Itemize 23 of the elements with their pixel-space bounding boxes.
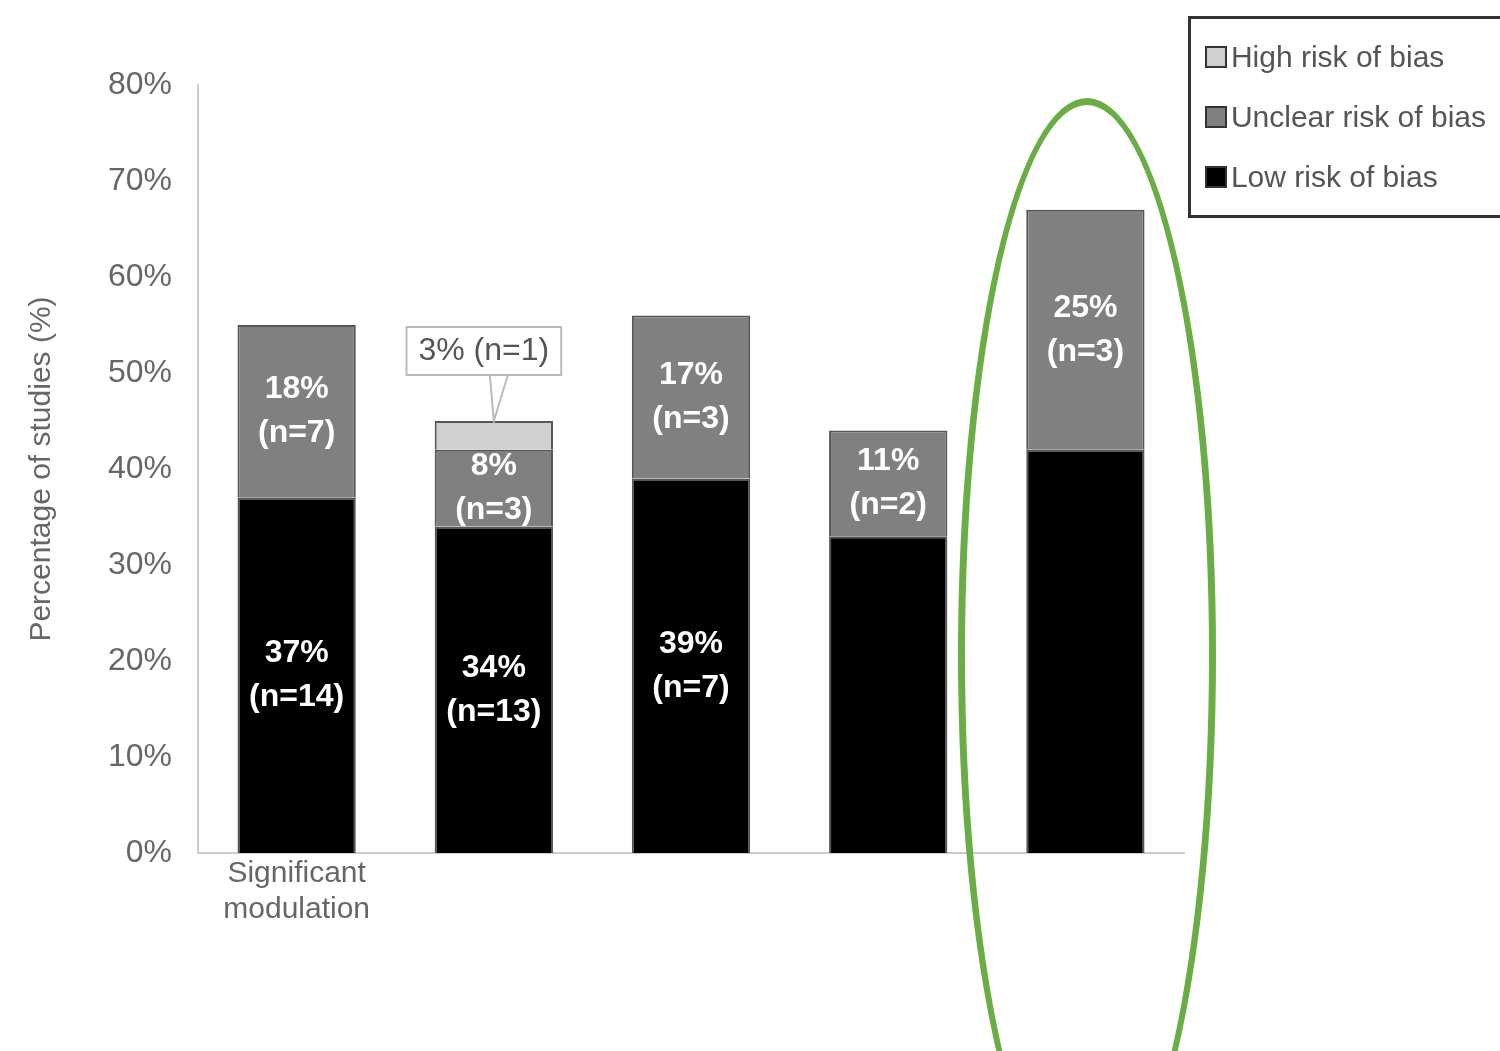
- data-label: 25% (n=3): [1046, 287, 1125, 368]
- y-tick-label: 30%: [108, 544, 173, 581]
- y-tick-label: 60%: [108, 256, 173, 293]
- y-tick-label: 70%: [108, 160, 173, 197]
- y-axis-title: Percentage of studies (%): [23, 296, 57, 642]
- data-label: 3% (n=1): [418, 330, 550, 367]
- data-label: 8% (n=3): [455, 446, 533, 527]
- legend-label: Low risk of bias: [1230, 160, 1438, 194]
- data-label: 11% (n=2): [849, 441, 927, 522]
- y-tick-label: 0%: [125, 832, 173, 869]
- y-tick-label: 10%: [108, 736, 173, 773]
- x-tick-label: Significant modulation: [223, 855, 371, 925]
- data-label: 39% (n=7): [652, 623, 730, 704]
- legend-label: Unclear risk of bias: [1230, 100, 1486, 134]
- y-tick-label: 80%: [108, 64, 173, 101]
- y-tick-label: 50%: [108, 352, 173, 389]
- data-label: 34% (n=13): [446, 647, 542, 728]
- data-label: 18% (n=7): [257, 369, 336, 450]
- y-tick-label: 40%: [108, 448, 173, 485]
- data-label: 17% (n=3): [652, 354, 730, 435]
- y-tick-label: 20%: [108, 640, 173, 677]
- data-label: 37% (n=14): [249, 633, 345, 714]
- legend-label: High risk of bias: [1230, 40, 1445, 74]
